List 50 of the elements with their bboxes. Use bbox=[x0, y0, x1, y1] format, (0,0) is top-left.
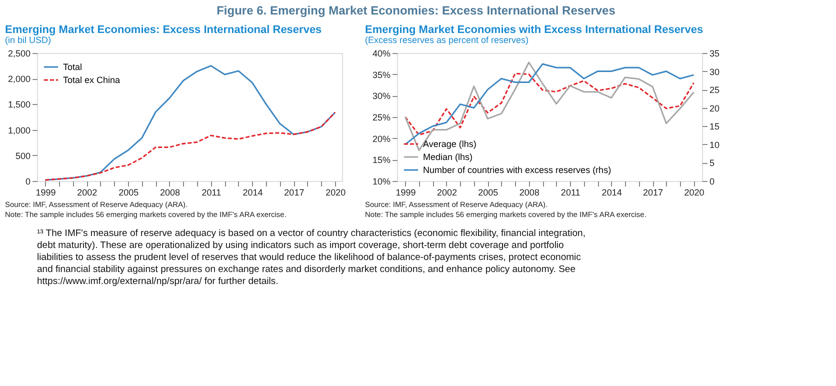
chart-subtitle: (in bil USD) bbox=[5, 35, 52, 45]
y-tick-label: 25% bbox=[372, 112, 390, 122]
y-tick-label: 10% bbox=[372, 176, 390, 186]
line-series bbox=[404, 72, 695, 136]
y-tick-label: 1,000 bbox=[8, 125, 30, 136]
caption: Figure 6. Emerging Market Economies: Excess International Reserves bbox=[216, 4, 616, 18]
line-series bbox=[44, 112, 336, 181]
x-tick-label: 1999 bbox=[396, 188, 416, 198]
y-tick-label: 30% bbox=[372, 91, 390, 102]
y2-tick-label: 30 bbox=[710, 66, 720, 77]
chart-subtitle: (Excess reserves as percent of reserves) bbox=[365, 35, 529, 45]
y-tick-label: 2,000 bbox=[8, 74, 30, 84]
x-tick-label: 2020 bbox=[684, 188, 704, 198]
x-tick-label: 2014 bbox=[602, 188, 622, 198]
y2-tick-label: 35 bbox=[710, 48, 720, 58]
x-tick-label: 2011 bbox=[202, 188, 222, 198]
y2-tick-label: 0 bbox=[710, 176, 715, 186]
x-tick-label: 2005 bbox=[478, 188, 498, 198]
y2-tick-label: 10 bbox=[710, 140, 720, 150]
y-tick-label: 15% bbox=[372, 155, 390, 166]
chart-title: Emerging Market Economies with Excess International Reserves bbox=[365, 24, 704, 36]
x-tick-label: 2017 bbox=[643, 188, 664, 198]
x-tick-label: 2002 bbox=[77, 188, 98, 198]
text: ¹³ The IMF's measure of reserve adequacy is based on a vector of country characteristics (economic flexibility, financial integration, debt maturity). These are operationalized by using indicators such as import coverage, short-term debt coverage and portfolio liabilities to assess the prudent level of reserves that would reduce the likelihood of balance-of-payments crises, protect economic and financial stability against pressures on exchange rates and disorderly market conditions, and enhance policy autonomy. See https://www.imf.org/external/np/spr/ara/ for further details. bbox=[37, 228, 586, 287]
x-tick-label: 1999 bbox=[36, 188, 56, 198]
x-tick-label: 2017 bbox=[284, 188, 304, 198]
y2-tick-label: 25 bbox=[710, 85, 720, 96]
y2-tick-label: 5 bbox=[710, 158, 715, 168]
legend-label: Median (lhs) bbox=[423, 152, 473, 162]
x-tick-label: 2005 bbox=[118, 188, 139, 198]
chart-title: Emerging Market Economies: Excess International Reserves bbox=[5, 24, 322, 36]
y-tick-label: 1,500 bbox=[8, 100, 30, 110]
y-tick-label: 35% bbox=[372, 70, 390, 80]
y-tick-label: 20% bbox=[372, 134, 390, 144]
legend-label: Total bbox=[63, 62, 82, 72]
legend-label: Average (lhs) bbox=[423, 139, 476, 149]
y-tick-label: 0 bbox=[25, 176, 30, 186]
x-tick-label: 2008 bbox=[519, 188, 540, 198]
legend-label: Total ex China bbox=[63, 75, 120, 85]
y2-tick-label: 15 bbox=[710, 122, 720, 132]
x-tick-label: 2008 bbox=[160, 188, 180, 198]
y-tick-label: 40% bbox=[372, 48, 390, 58]
x-tick-label: 2020 bbox=[326, 188, 346, 198]
y-tick-label: 500 bbox=[15, 150, 30, 161]
x-tick-label: 2002 bbox=[436, 188, 457, 198]
x-tick-label: 2014 bbox=[242, 188, 263, 198]
legend-label: Number of countries with excess reserves (rhs) bbox=[423, 165, 612, 175]
y-tick-label: 2,500 bbox=[8, 48, 30, 58]
y2-tick-label: 20 bbox=[710, 103, 720, 114]
x-tick-label: 2011 bbox=[560, 188, 580, 198]
